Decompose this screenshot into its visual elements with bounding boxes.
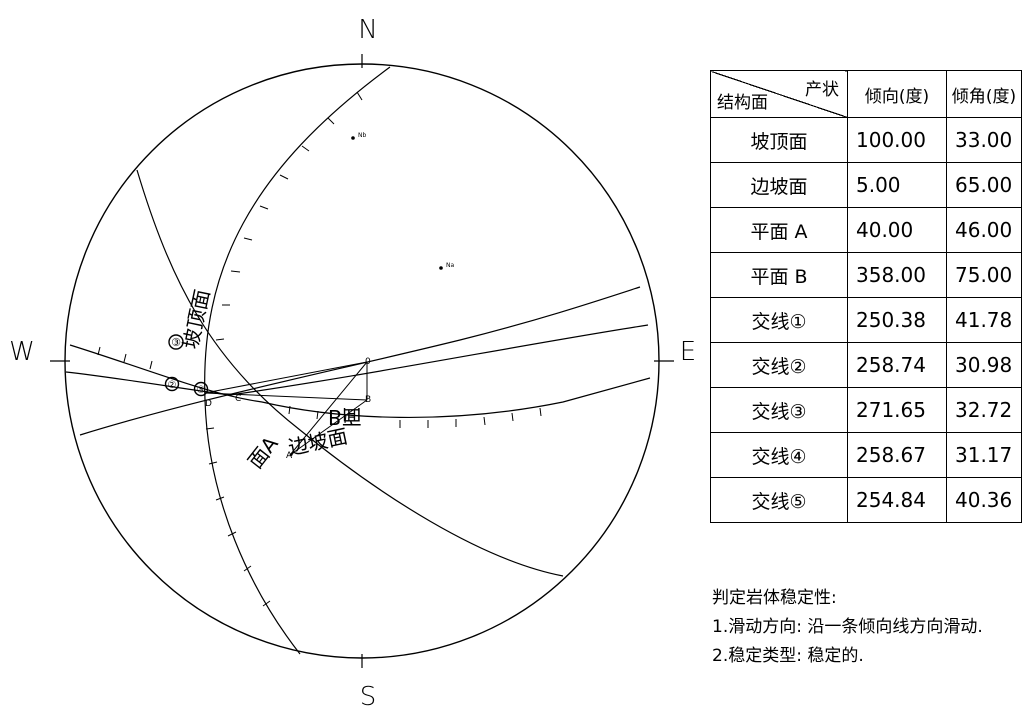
row-dip-direction: 358.00 [847, 252, 947, 298]
table-row: 交线⑤ 254.84 40.36 [710, 477, 1022, 523]
table-row: 交线② 258.74 30.98 [710, 342, 1022, 388]
row-dip-angle: 41.78 [946, 297, 1022, 343]
table-row: 平面 A 40.00 46.00 [710, 207, 1022, 253]
point-b-label: B [365, 395, 371, 405]
row-dip-angle: 46.00 [946, 207, 1022, 253]
table-header-row: 产状 结构面 倾向(度) 倾角(度) [710, 70, 1022, 118]
point-d-label: D [205, 399, 212, 409]
header-dip-direction: 倾向(度) [847, 70, 947, 118]
west-label: W [9, 337, 35, 367]
east-label: E [680, 337, 696, 367]
intersection-marker-5 [193, 381, 209, 397]
row-name: 坡顶面 [710, 117, 848, 163]
plane-a-label: 面A [243, 432, 283, 474]
row-dip-direction: 254.84 [847, 477, 947, 523]
row-dip-direction: 258.74 [847, 342, 947, 388]
structural-plane-table: 产状 结构面 倾向(度) 倾角(度) 坡顶面 100.00 33.00 边坡面 … [710, 70, 1022, 523]
table-row: 边坡面 5.00 65.00 [710, 162, 1022, 208]
point-a-label: A [286, 451, 293, 461]
table-row: 交线③ 271.65 32.72 [710, 387, 1022, 433]
wedge-construction [204, 361, 368, 456]
row-dip-direction: 258.67 [847, 432, 947, 478]
north-label: N [358, 15, 377, 45]
row-dip-direction: 271.65 [847, 387, 947, 433]
row-dip-angle: 33.00 [946, 117, 1022, 163]
intersection-marker-3 [168, 334, 184, 350]
notes-title: 判定岩体稳定性: [712, 588, 837, 608]
point-o-label: 0 [365, 357, 371, 367]
row-name: 平面 A [710, 207, 848, 253]
row-dip-direction: 40.00 [847, 207, 947, 253]
pole-nb-label: Nb [358, 132, 366, 139]
table-row: 交线④ 258.67 31.17 [710, 432, 1022, 478]
great-circle-crest-ticks [205, 91, 363, 607]
row-name: 交线⑤ [710, 477, 848, 523]
great-circle-plane-a [79, 286, 641, 436]
header-orientation-label: 产状 [805, 80, 839, 100]
intersection-marker-2 [164, 376, 180, 392]
intersection-marker-5-text: ⑤ [197, 385, 206, 396]
stability-notes: 判定岩体稳定性: 1.滑动方向: 沿一条倾向线方向滑动. 2.稳定类型: 稳定的… [712, 584, 983, 671]
row-dip-angle: 32.72 [946, 387, 1022, 433]
row-dip-angle: 65.00 [946, 162, 1022, 208]
crest-face-label: 坡顶面 [178, 287, 214, 351]
great-circle-plane-b-ticks [97, 346, 542, 428]
pole-nb [351, 136, 355, 140]
row-dip-angle: 75.00 [946, 252, 1022, 298]
great-circle-chord [65, 324, 649, 396]
great-circle-slope [136, 169, 564, 577]
table-row: 平面 B 358.00 75.00 [710, 252, 1022, 298]
stereonet-diagram: N S W E [9, 15, 696, 711]
primitive-circle [64, 63, 660, 659]
notes-line-sliding-direction: 1.滑动方向: 沿一条倾向线方向滑动. [712, 617, 983, 637]
table-row: 交线① 250.38 41.78 [710, 297, 1022, 343]
pole-na [439, 266, 443, 270]
row-name: 交线③ [710, 387, 848, 433]
plane-b-label: B面 [328, 405, 362, 429]
row-name: 平面 B [710, 252, 848, 298]
row-dip-angle: 31.17 [946, 432, 1022, 478]
intersection-marker-3-text: ③ [171, 336, 181, 349]
table-row: 坡顶面 100.00 33.00 [710, 117, 1022, 163]
row-name: 边坡面 [710, 162, 848, 208]
pole-na-label: Na [446, 262, 454, 269]
row-dip-direction: 100.00 [847, 117, 947, 163]
row-dip-angle: 30.98 [946, 342, 1022, 388]
point-c-label: C [235, 394, 241, 404]
row-name: 交线② [710, 342, 848, 388]
intersection-marker-2-text: ② [168, 380, 177, 391]
great-circle-plane-b [69, 344, 651, 418]
great-circle-crest [204, 66, 391, 655]
row-name: 交线① [710, 297, 848, 343]
header-dip-angle: 倾角(度) [946, 70, 1022, 118]
header-diagonal-cell: 产状 结构面 [710, 70, 848, 118]
notes-line-stability-type: 2.稳定类型: 稳定的. [712, 646, 864, 666]
row-dip-direction: 5.00 [847, 162, 947, 208]
row-dip-angle: 40.36 [946, 477, 1022, 523]
row-name: 交线④ [710, 432, 848, 478]
header-structural-plane-label: 结构面 [717, 93, 768, 113]
south-label: S [360, 682, 377, 711]
row-dip-direction: 250.38 [847, 297, 947, 343]
